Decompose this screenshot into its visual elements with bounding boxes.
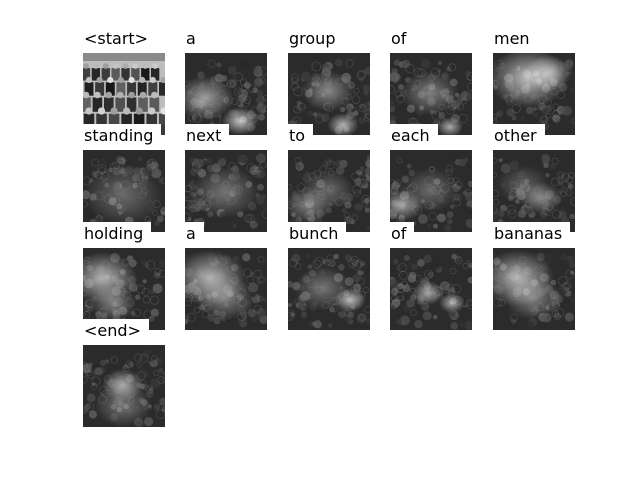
caption-word-label: of: [390, 222, 415, 248]
caption-word-label: a: [185, 222, 204, 248]
caption-word-label: <start>: [83, 27, 157, 53]
caption-word-label: <end>: [83, 319, 149, 345]
caption-word-label: of: [390, 27, 415, 53]
attention-map-image: [390, 248, 472, 330]
caption-panel-end: <end>: [83, 319, 165, 427]
caption-panel-bunch: bunch: [288, 222, 370, 330]
caption-panel-group: group: [288, 27, 370, 135]
caption-word-label: each: [390, 124, 438, 150]
caption-panel-other: other: [493, 124, 575, 232]
attention-map-image: [390, 150, 472, 232]
caption-word-label: a: [185, 27, 204, 53]
caption-word-label: bananas: [493, 222, 571, 248]
attention-map-image: [185, 53, 267, 135]
attention-map-image: [288, 53, 370, 135]
attention-map-image: [185, 248, 267, 330]
caption-panel-a-2: a: [185, 222, 267, 330]
attention-map-image: [185, 150, 267, 232]
caption-panel-each: each: [390, 124, 472, 232]
caption-word-label: other: [493, 124, 545, 150]
caption-panel-men: men: [493, 27, 575, 135]
caption-panel-of-2: of: [390, 222, 472, 330]
original-group-photo: [83, 53, 165, 135]
attention-map-image: [83, 345, 165, 427]
caption-word-label: group: [288, 27, 344, 53]
attention-map-image: [493, 248, 575, 330]
attention-map-image: [83, 150, 165, 232]
caption-panel-a: a: [185, 27, 267, 135]
caption-panel-bananas: bananas: [493, 222, 575, 330]
caption-word-label: to: [288, 124, 314, 150]
attention-map-image: [390, 53, 472, 135]
attention-map-image: [83, 248, 165, 330]
caption-panel-start: <start>: [83, 27, 165, 135]
caption-panel-of: of: [390, 27, 472, 135]
caption-panel-next: next: [185, 124, 267, 232]
caption-word-label: bunch: [288, 222, 347, 248]
attention-map-image: [288, 150, 370, 232]
attention-map-image: [493, 150, 575, 232]
attention-map-image: [288, 248, 370, 330]
caption-panel-holding: holding: [83, 222, 165, 330]
caption-word-label: holding: [83, 222, 152, 248]
attention-map-image: [493, 53, 575, 135]
caption-panel-to: to: [288, 124, 370, 232]
caption-word-label: men: [493, 27, 538, 53]
caption-word-label: standing: [83, 124, 162, 150]
caption-panel-standing: standing: [83, 124, 165, 232]
caption-word-label: next: [185, 124, 230, 150]
